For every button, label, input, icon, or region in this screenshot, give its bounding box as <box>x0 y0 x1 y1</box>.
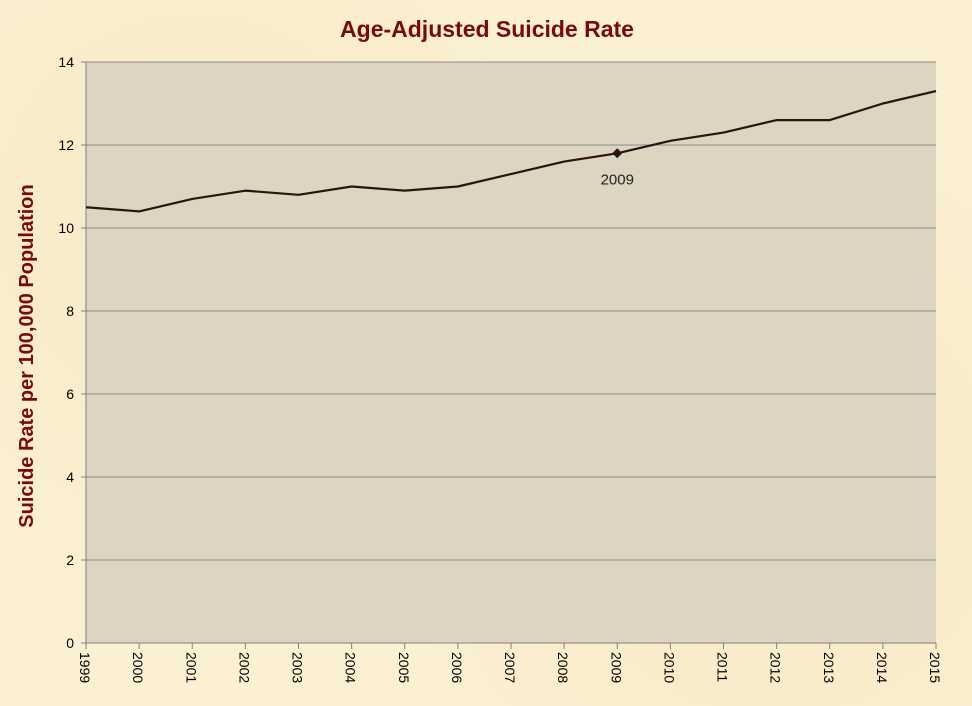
data-point <box>561 159 567 165</box>
y-tick-label: 8 <box>66 303 74 319</box>
x-tick-label: 2008 <box>555 652 571 683</box>
x-tick-label: 2015 <box>927 652 943 683</box>
series-line <box>85 89 937 213</box>
data-point <box>349 184 355 190</box>
x-tick-label: 2005 <box>396 652 412 683</box>
axes <box>81 61 937 649</box>
annotation-layer: 2009 <box>601 148 634 188</box>
y-tick-labels: 0 2 4 6 8 10 12 14 <box>58 54 74 651</box>
data-point <box>667 138 673 144</box>
x-tick-label: 2002 <box>236 652 252 683</box>
x-tick-label: 2011 <box>715 652 731 682</box>
data-point <box>242 188 248 194</box>
y-tick-label: 14 <box>58 54 74 70</box>
data-point <box>455 184 461 190</box>
x-tick-label: 2001 <box>183 652 199 683</box>
y-axis-label: Suicide Rate per 100,000 Population <box>16 184 38 527</box>
data-point <box>774 117 780 123</box>
x-tick-label: 2009 <box>608 652 624 683</box>
x-tick-label: 2007 <box>502 652 518 683</box>
x-tick-label: 2003 <box>290 652 306 683</box>
data-point <box>136 208 142 214</box>
data-point <box>880 101 886 107</box>
series-layer <box>83 88 939 214</box>
data-point <box>189 196 195 202</box>
data-point <box>827 117 833 123</box>
data-point <box>508 171 514 177</box>
data-point <box>402 188 408 194</box>
x-tick-label: 2004 <box>343 652 359 683</box>
plot-area <box>86 62 936 643</box>
y-tick-label: 6 <box>66 386 74 402</box>
x-tick-label: 1999 <box>77 652 93 683</box>
chart-title: Age-Adjusted Suicide Rate <box>340 16 634 42</box>
x-tick-label: 2000 <box>130 652 146 683</box>
annotation-label: 2009 <box>601 171 634 188</box>
x-tick-label: 2006 <box>449 652 465 683</box>
y-tick-label: 10 <box>58 220 74 236</box>
x-tick-label: 2013 <box>821 652 837 683</box>
data-point <box>83 204 89 210</box>
data-point <box>296 192 302 198</box>
gridlines <box>86 61 936 561</box>
annotation-marker <box>612 148 623 159</box>
x-tick-label: 2012 <box>768 652 784 683</box>
x-tick-label: 2010 <box>661 652 677 683</box>
y-tick-label: 2 <box>66 552 74 568</box>
y-tick-label: 0 <box>66 635 74 651</box>
x-tick-label: 2014 <box>874 652 890 683</box>
y-tick-label: 4 <box>66 469 74 485</box>
y-tick-label: 12 <box>58 137 74 153</box>
x-tick-labels: 1999 2000 2001 2002 2003 2004 2005 2006 2007 2008… <box>77 652 943 683</box>
data-point <box>933 88 939 94</box>
data-point <box>721 130 727 136</box>
